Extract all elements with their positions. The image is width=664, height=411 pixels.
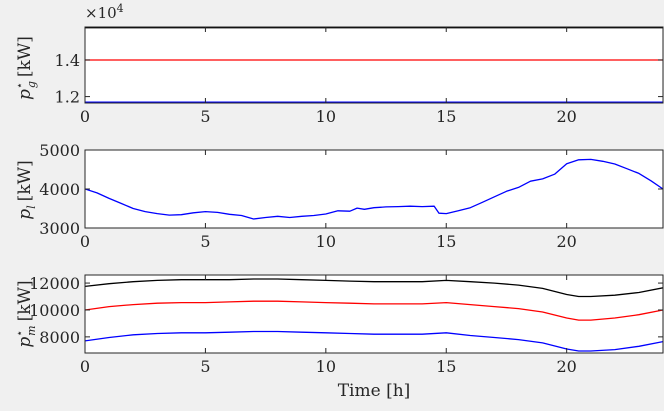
series-line-1 <box>85 278 663 298</box>
x-tick-label: 0 <box>80 107 90 126</box>
axes-frame <box>84 26 664 104</box>
y-axis-label: p⋆g[kW] <box>13 36 38 100</box>
series-group <box>85 158 663 220</box>
series-line-2 <box>85 300 663 321</box>
x-tick-label: 10 <box>316 232 336 251</box>
series-group <box>85 278 663 352</box>
x-tick-label: 20 <box>556 232 576 251</box>
x-tick-label: 10 <box>316 107 336 126</box>
y-exponent-label: ×104 <box>85 2 124 22</box>
x-tick-label: 0 <box>80 357 90 376</box>
x-tick-label: 5 <box>200 232 210 251</box>
y-tick-label: 8000 <box>39 328 80 347</box>
y-tick-label: 1.4 <box>55 51 80 70</box>
axes-background <box>85 150 663 228</box>
axes-background <box>85 27 663 103</box>
x-tick-label: 0 <box>80 232 90 251</box>
y-tick-label: 10000 <box>29 301 80 320</box>
x-tick-label: 15 <box>436 232 456 251</box>
y-tick-label: 3000 <box>39 219 80 238</box>
x-tick-label: 5 <box>200 107 210 126</box>
y-axis-label: pl[kW] <box>15 160 38 219</box>
axes-background <box>85 275 663 353</box>
x-tick-label: 10 <box>316 357 336 376</box>
y-tick-label: 5000 <box>39 141 80 160</box>
panel-1: 0 5 10 15 20 1.2 1.4 ×104 p⋆g[kW] <box>13 2 664 126</box>
x-tick-label: 5 <box>200 357 210 376</box>
x-axis-label: Time [h] <box>338 381 411 401</box>
x-tick-label: 15 <box>436 107 456 126</box>
x-tick-label: 20 <box>556 357 576 376</box>
x-tick-label: 15 <box>436 357 456 376</box>
x-tick-label: 20 <box>556 107 576 126</box>
axes-frame <box>84 274 664 354</box>
y-tick-label: 1.2 <box>55 88 80 107</box>
y-axis-label: p⋆m[kW] <box>13 280 38 347</box>
y-tick-label: 4000 <box>39 180 80 199</box>
series-line-3 <box>85 330 663 352</box>
y-tick-label: 12000 <box>29 274 80 293</box>
series-line-1 <box>85 158 663 220</box>
